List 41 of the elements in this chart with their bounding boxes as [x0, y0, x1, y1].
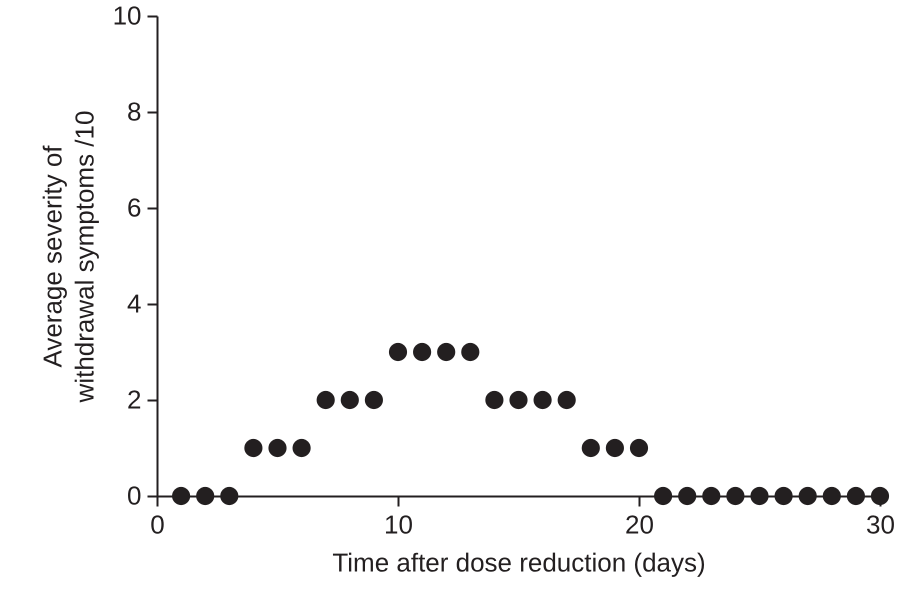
x-tick-label: 0	[150, 510, 165, 540]
point	[485, 390, 504, 410]
point	[534, 390, 552, 410]
point	[582, 438, 600, 458]
y-tick-label: 4	[127, 288, 142, 318]
point	[172, 486, 190, 506]
y-tick-label: 6	[127, 192, 142, 222]
point	[750, 486, 769, 506]
y-tick-label: 2	[127, 384, 142, 414]
point	[220, 486, 238, 506]
point	[388, 342, 408, 362]
y-tick-label: 8	[127, 96, 142, 126]
point	[606, 438, 624, 458]
point	[268, 438, 287, 458]
point	[678, 486, 696, 506]
point	[726, 486, 744, 506]
point	[630, 438, 648, 458]
x-tick-label: 30	[866, 510, 895, 540]
x-tick-label: 20	[625, 510, 654, 540]
point	[340, 390, 359, 410]
y-tick-label: 0	[127, 480, 142, 510]
point	[774, 486, 793, 506]
point	[558, 390, 576, 410]
x-axis-title: Time after dose reduction (days)	[332, 548, 706, 578]
point	[364, 390, 383, 410]
point	[244, 438, 262, 458]
y-tick-label: 10	[112, 0, 142, 30]
point	[846, 486, 865, 506]
point	[509, 390, 528, 410]
y-axis-title: Average severity of withdrawal symptoms /10	[38, 110, 100, 404]
point	[822, 486, 841, 506]
point	[292, 438, 311, 458]
point	[702, 486, 720, 506]
point	[461, 342, 480, 362]
point	[654, 486, 672, 506]
point	[196, 486, 214, 506]
x-tick-label: 10	[384, 510, 413, 540]
point	[437, 342, 456, 362]
point	[413, 342, 432, 362]
point	[798, 486, 817, 506]
point	[316, 390, 335, 410]
